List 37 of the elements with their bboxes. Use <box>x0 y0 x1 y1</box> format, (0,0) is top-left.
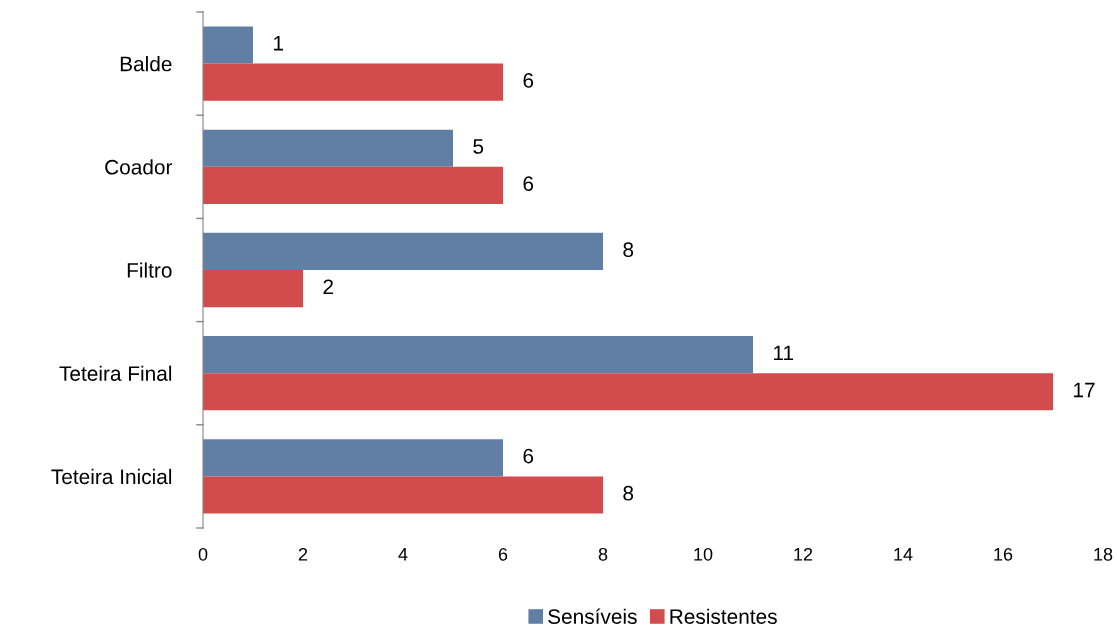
data-label: 1 <box>274 36 284 51</box>
data-label: 11 <box>774 345 794 361</box>
legend-label: Sensíveis <box>548 608 637 624</box>
x-tick-label: 8 <box>598 547 608 561</box>
x-tick-label: 10 <box>694 547 713 561</box>
x-tick-label: 0 <box>198 547 208 561</box>
data-label: 17 <box>1074 382 1095 398</box>
y-tick-label: Teteira Inicial <box>51 468 172 485</box>
x-tick-label: 16 <box>994 547 1013 561</box>
bar <box>203 232 603 270</box>
y-tick-label: Filtro <box>127 262 172 278</box>
data-label: 5 <box>473 139 484 154</box>
data-label: 8 <box>623 242 634 258</box>
bar <box>203 166 503 204</box>
data-label: 2 <box>323 279 333 294</box>
y-tick-label: Coador <box>105 159 173 175</box>
x-tick-label: 6 <box>498 547 508 561</box>
x-tick-label: 4 <box>398 548 408 561</box>
bar <box>203 439 503 477</box>
data-label: 6 <box>523 176 534 191</box>
x-tick-label: 14 <box>894 548 913 561</box>
y-tick-label: Teteira Final <box>59 365 172 381</box>
bar <box>203 26 253 64</box>
data-label: 6 <box>523 73 534 88</box>
x-tick-label: 12 <box>794 547 813 561</box>
bar <box>203 129 453 167</box>
y-tick-label: Balde <box>120 56 172 72</box>
bar <box>203 63 503 101</box>
bar <box>203 476 603 514</box>
x-tick-label: 2 <box>298 547 308 561</box>
bar <box>203 336 753 374</box>
data-label: 6 <box>523 448 534 464</box>
data-label: 8 <box>623 485 634 501</box>
bar <box>203 373 1053 411</box>
legend-label: Resistentes <box>670 608 777 624</box>
bar <box>203 270 303 308</box>
x-tick-label: 18 <box>1094 547 1113 561</box>
